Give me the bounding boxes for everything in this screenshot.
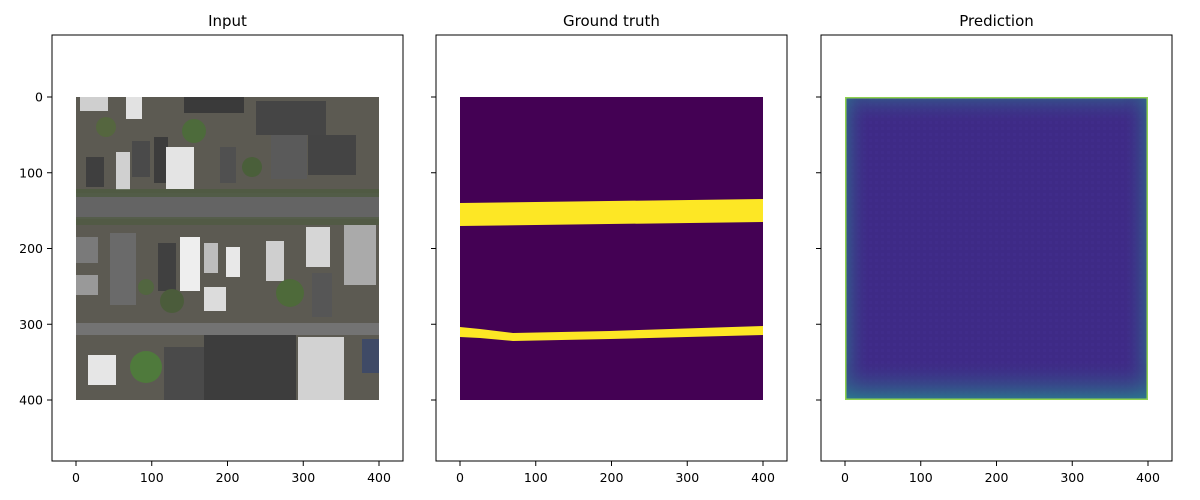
roof xyxy=(76,237,98,263)
y-tick-label: 300 xyxy=(19,317,43,332)
tree xyxy=(130,351,162,383)
y-ticks xyxy=(431,96,436,401)
x-ticks: 0 100 200 300 400 xyxy=(456,461,775,485)
y-ticks: 0 100 200 300 400 xyxy=(19,90,52,408)
x-tick-label: 300 xyxy=(1060,470,1084,485)
x-tick-label: 100 xyxy=(140,470,164,485)
x-ticks: 0 100 200 300 400 xyxy=(72,461,391,485)
y-tick-label: 0 xyxy=(35,90,43,105)
roof xyxy=(158,243,176,291)
y-tick-label: 200 xyxy=(19,241,43,256)
roof xyxy=(132,141,150,177)
x-tick-label: 400 xyxy=(367,470,391,485)
tree xyxy=(242,157,262,177)
mask-background xyxy=(460,97,763,400)
roof xyxy=(271,135,307,179)
tree-line xyxy=(76,189,379,197)
roof xyxy=(256,101,326,135)
roof xyxy=(76,275,98,295)
roof xyxy=(116,152,130,190)
image-area xyxy=(845,97,1148,400)
prediction-edge-left xyxy=(845,97,871,400)
roof xyxy=(266,241,284,281)
roof xyxy=(306,227,330,267)
y-tick-label: 100 xyxy=(19,165,43,180)
panel-input: Input 0 100 200 300 400 0 100 200 300 40… xyxy=(19,12,404,485)
roof xyxy=(184,97,244,113)
roof xyxy=(88,355,116,385)
x-tick-label: 200 xyxy=(600,470,624,485)
tree xyxy=(182,119,206,143)
roof xyxy=(204,243,218,273)
roof xyxy=(126,97,142,119)
y-tick-label: 400 xyxy=(19,393,43,408)
roof xyxy=(204,287,226,311)
road-mask-lower xyxy=(460,326,763,341)
roof xyxy=(80,97,108,111)
x-ticks: 0 100 200 300 400 xyxy=(841,461,1160,485)
prediction-edge-bottom xyxy=(845,359,1148,400)
road xyxy=(76,323,379,335)
x-tick-label: 0 xyxy=(456,470,464,485)
x-tick-label: 300 xyxy=(675,470,699,485)
roof xyxy=(164,347,204,400)
roof xyxy=(86,157,104,187)
tree-line xyxy=(76,217,379,225)
prediction-rim xyxy=(845,97,1148,400)
roof xyxy=(154,137,168,183)
prediction-edge-right xyxy=(1122,97,1148,400)
roof xyxy=(110,233,136,305)
tree xyxy=(96,117,116,137)
x-tick-label: 100 xyxy=(524,470,548,485)
x-tick-label: 400 xyxy=(751,470,775,485)
roof xyxy=(308,135,356,175)
panel-prediction: Prediction 0 100 200 300 400 xyxy=(816,12,1173,485)
roof xyxy=(180,237,200,291)
tree xyxy=(276,279,304,307)
panel-title: Ground truth xyxy=(563,12,660,30)
roof xyxy=(312,273,332,317)
y-ticks xyxy=(816,96,821,401)
prediction-edge-top xyxy=(845,97,1148,125)
image-area xyxy=(460,97,763,400)
x-tick-label: 0 xyxy=(72,470,80,485)
panel-title: Prediction xyxy=(959,12,1034,30)
x-tick-label: 300 xyxy=(291,470,315,485)
tree xyxy=(160,289,184,313)
roof xyxy=(298,337,344,400)
roof xyxy=(344,225,376,285)
tree xyxy=(138,279,154,295)
panel-title: Input xyxy=(208,12,247,30)
roof xyxy=(362,339,379,373)
prediction-texture xyxy=(845,97,1148,400)
x-tick-label: 400 xyxy=(1136,470,1160,485)
roof xyxy=(226,247,240,277)
roof xyxy=(166,147,194,189)
x-tick-label: 200 xyxy=(985,470,1009,485)
road-mask-upper xyxy=(460,199,763,226)
x-tick-label: 200 xyxy=(216,470,240,485)
x-tick-label: 100 xyxy=(909,470,933,485)
image-area xyxy=(76,97,379,400)
panel-ground-truth: Ground truth 0 100 200 300 400 xyxy=(431,12,788,485)
roof xyxy=(220,147,236,183)
road xyxy=(76,193,379,219)
parking-lot xyxy=(204,335,296,400)
x-tick-label: 0 xyxy=(841,470,849,485)
